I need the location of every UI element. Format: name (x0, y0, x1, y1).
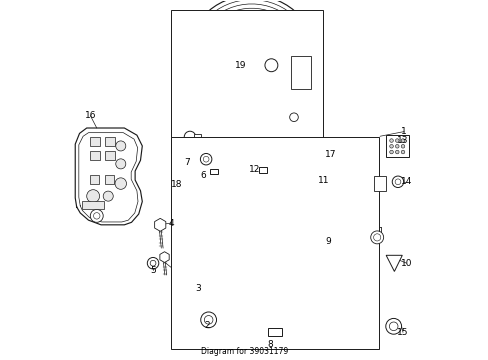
Circle shape (388, 322, 397, 330)
Circle shape (400, 144, 404, 148)
Text: 13: 13 (396, 136, 407, 145)
Bar (104, 175, 113, 184)
Circle shape (86, 190, 100, 203)
Bar (104, 137, 115, 146)
Text: 8: 8 (267, 340, 273, 349)
Bar (171, 137, 378, 348)
Circle shape (116, 159, 125, 169)
Bar (267, 328, 282, 336)
Circle shape (389, 139, 392, 142)
Text: 14: 14 (400, 177, 411, 186)
Circle shape (150, 260, 156, 266)
Circle shape (400, 150, 404, 154)
Text: 1: 1 (400, 127, 406, 136)
Text: 19: 19 (235, 61, 246, 70)
Bar (373, 176, 385, 191)
Circle shape (370, 231, 383, 244)
Polygon shape (154, 219, 165, 231)
Bar (89, 175, 99, 184)
Text: 5: 5 (150, 266, 156, 275)
Polygon shape (386, 255, 402, 271)
Circle shape (400, 139, 404, 142)
Circle shape (116, 141, 125, 151)
Text: 17: 17 (324, 150, 336, 159)
Text: 7: 7 (184, 158, 190, 167)
Circle shape (201, 312, 216, 328)
Text: 18: 18 (170, 180, 182, 189)
Bar (89, 137, 100, 146)
Bar (171, 10, 323, 153)
Bar (386, 135, 408, 157)
Text: 10: 10 (400, 259, 411, 268)
Circle shape (203, 156, 208, 162)
Circle shape (391, 176, 403, 188)
Text: 16: 16 (84, 111, 96, 120)
Circle shape (103, 191, 113, 201)
Bar (194, 134, 201, 139)
Polygon shape (187, 158, 325, 167)
Circle shape (204, 316, 212, 324)
Polygon shape (160, 252, 169, 262)
Circle shape (395, 144, 398, 148)
Text: 3: 3 (195, 284, 201, 293)
Circle shape (200, 153, 211, 165)
Circle shape (395, 150, 398, 154)
Circle shape (147, 257, 159, 269)
Text: 9: 9 (325, 237, 330, 246)
Circle shape (115, 178, 126, 189)
Text: 11: 11 (318, 176, 329, 185)
Circle shape (395, 139, 398, 142)
Circle shape (373, 234, 380, 241)
Circle shape (389, 144, 392, 148)
Text: 6: 6 (200, 171, 205, 180)
Bar (258, 167, 267, 173)
Text: Diagram for 39031179: Diagram for 39031179 (201, 347, 287, 356)
Text: 15: 15 (396, 328, 408, 337)
Circle shape (93, 213, 100, 219)
Circle shape (264, 59, 277, 72)
Circle shape (394, 179, 400, 185)
Circle shape (389, 150, 392, 154)
Circle shape (90, 210, 103, 222)
Circle shape (289, 113, 298, 122)
Circle shape (385, 319, 401, 334)
Text: 12: 12 (248, 165, 259, 174)
Text: 2: 2 (203, 321, 209, 330)
Bar (89, 151, 100, 160)
Bar (104, 151, 115, 160)
Bar (82, 201, 104, 209)
Bar (290, 56, 310, 89)
Circle shape (184, 131, 195, 143)
Bar (210, 168, 218, 174)
Text: 4: 4 (168, 219, 173, 228)
